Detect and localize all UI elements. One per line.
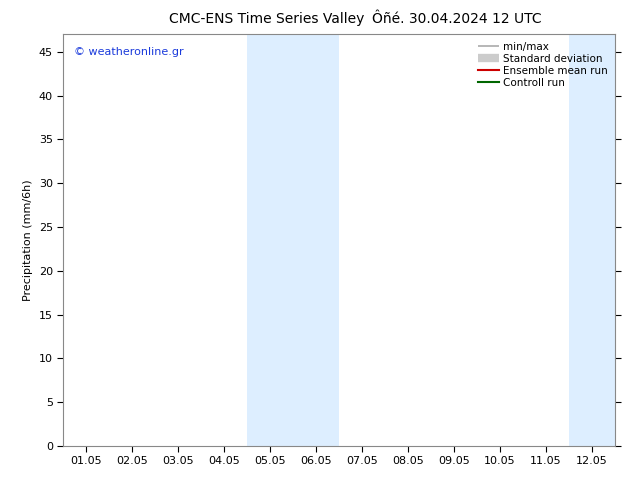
Y-axis label: Precipitation (mm/6h): Precipitation (mm/6h) — [23, 179, 34, 301]
Text: © weatheronline.gr: © weatheronline.gr — [74, 47, 184, 57]
Bar — [247, 34, 339, 446]
Text: CMC-ENS Time Series Valley: CMC-ENS Time Series Valley — [169, 12, 364, 26]
Bar — [569, 34, 634, 446]
Legend: min/max, Standard deviation, Ensemble mean run, Controll run: min/max, Standard deviation, Ensemble me… — [476, 40, 610, 90]
Text: Ôñé. 30.04.2024 12 UTC: Ôñé. 30.04.2024 12 UTC — [372, 12, 541, 26]
